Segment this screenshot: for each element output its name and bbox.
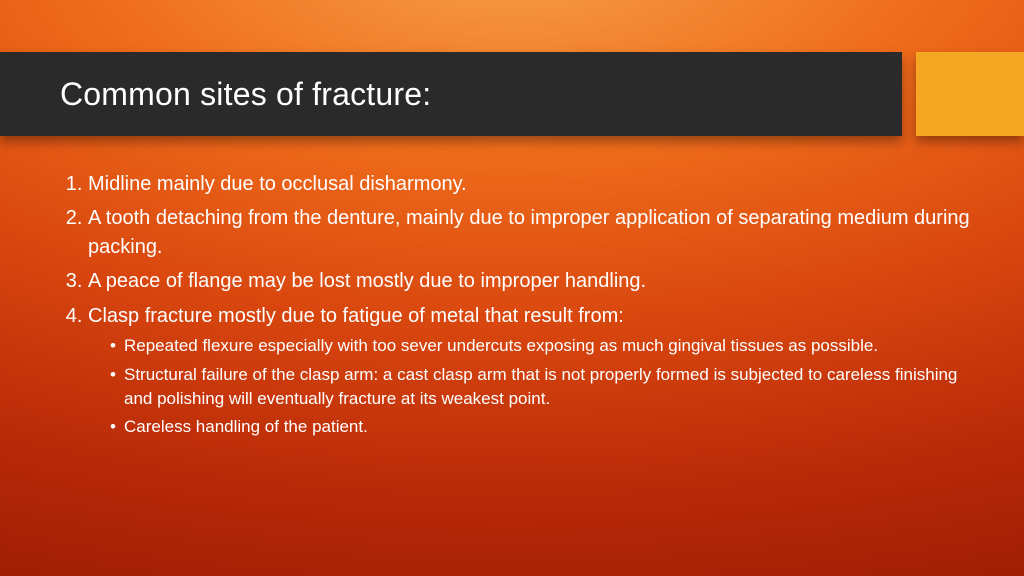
sub-list-item: Structural failure of the clasp arm: a c…: [110, 363, 970, 411]
main-list: Midline mainly due to occlusal disharmon…: [60, 170, 970, 439]
list-item-text: A peace of flange may be lost mostly due…: [88, 270, 646, 292]
sub-list-item: Careless handling of the patient.: [110, 415, 970, 439]
slide-title: Common sites of fracture:: [60, 76, 431, 113]
sub-list-item: Repeated flexure especially with too sev…: [110, 334, 970, 358]
list-item: A tooth detaching from the denture, main…: [88, 204, 970, 261]
content-area: Midline mainly due to occlusal disharmon…: [60, 170, 970, 445]
list-item-text: Midline mainly due to occlusal disharmon…: [88, 173, 467, 195]
list-item: Midline mainly due to occlusal disharmon…: [88, 170, 970, 198]
title-accent-block: [916, 52, 1024, 136]
list-item: Clasp fracture mostly due to fatigue of …: [88, 302, 970, 440]
sub-list: Repeated flexure especially with too sev…: [88, 334, 970, 439]
list-item-text: A tooth detaching from the denture, main…: [88, 207, 970, 257]
title-main: Common sites of fracture:: [0, 52, 902, 136]
title-bar: Common sites of fracture:: [0, 52, 1024, 136]
list-item-text: Clasp fracture mostly due to fatigue of …: [88, 305, 624, 327]
title-gap: [902, 52, 916, 136]
list-item: A peace of flange may be lost mostly due…: [88, 267, 970, 295]
